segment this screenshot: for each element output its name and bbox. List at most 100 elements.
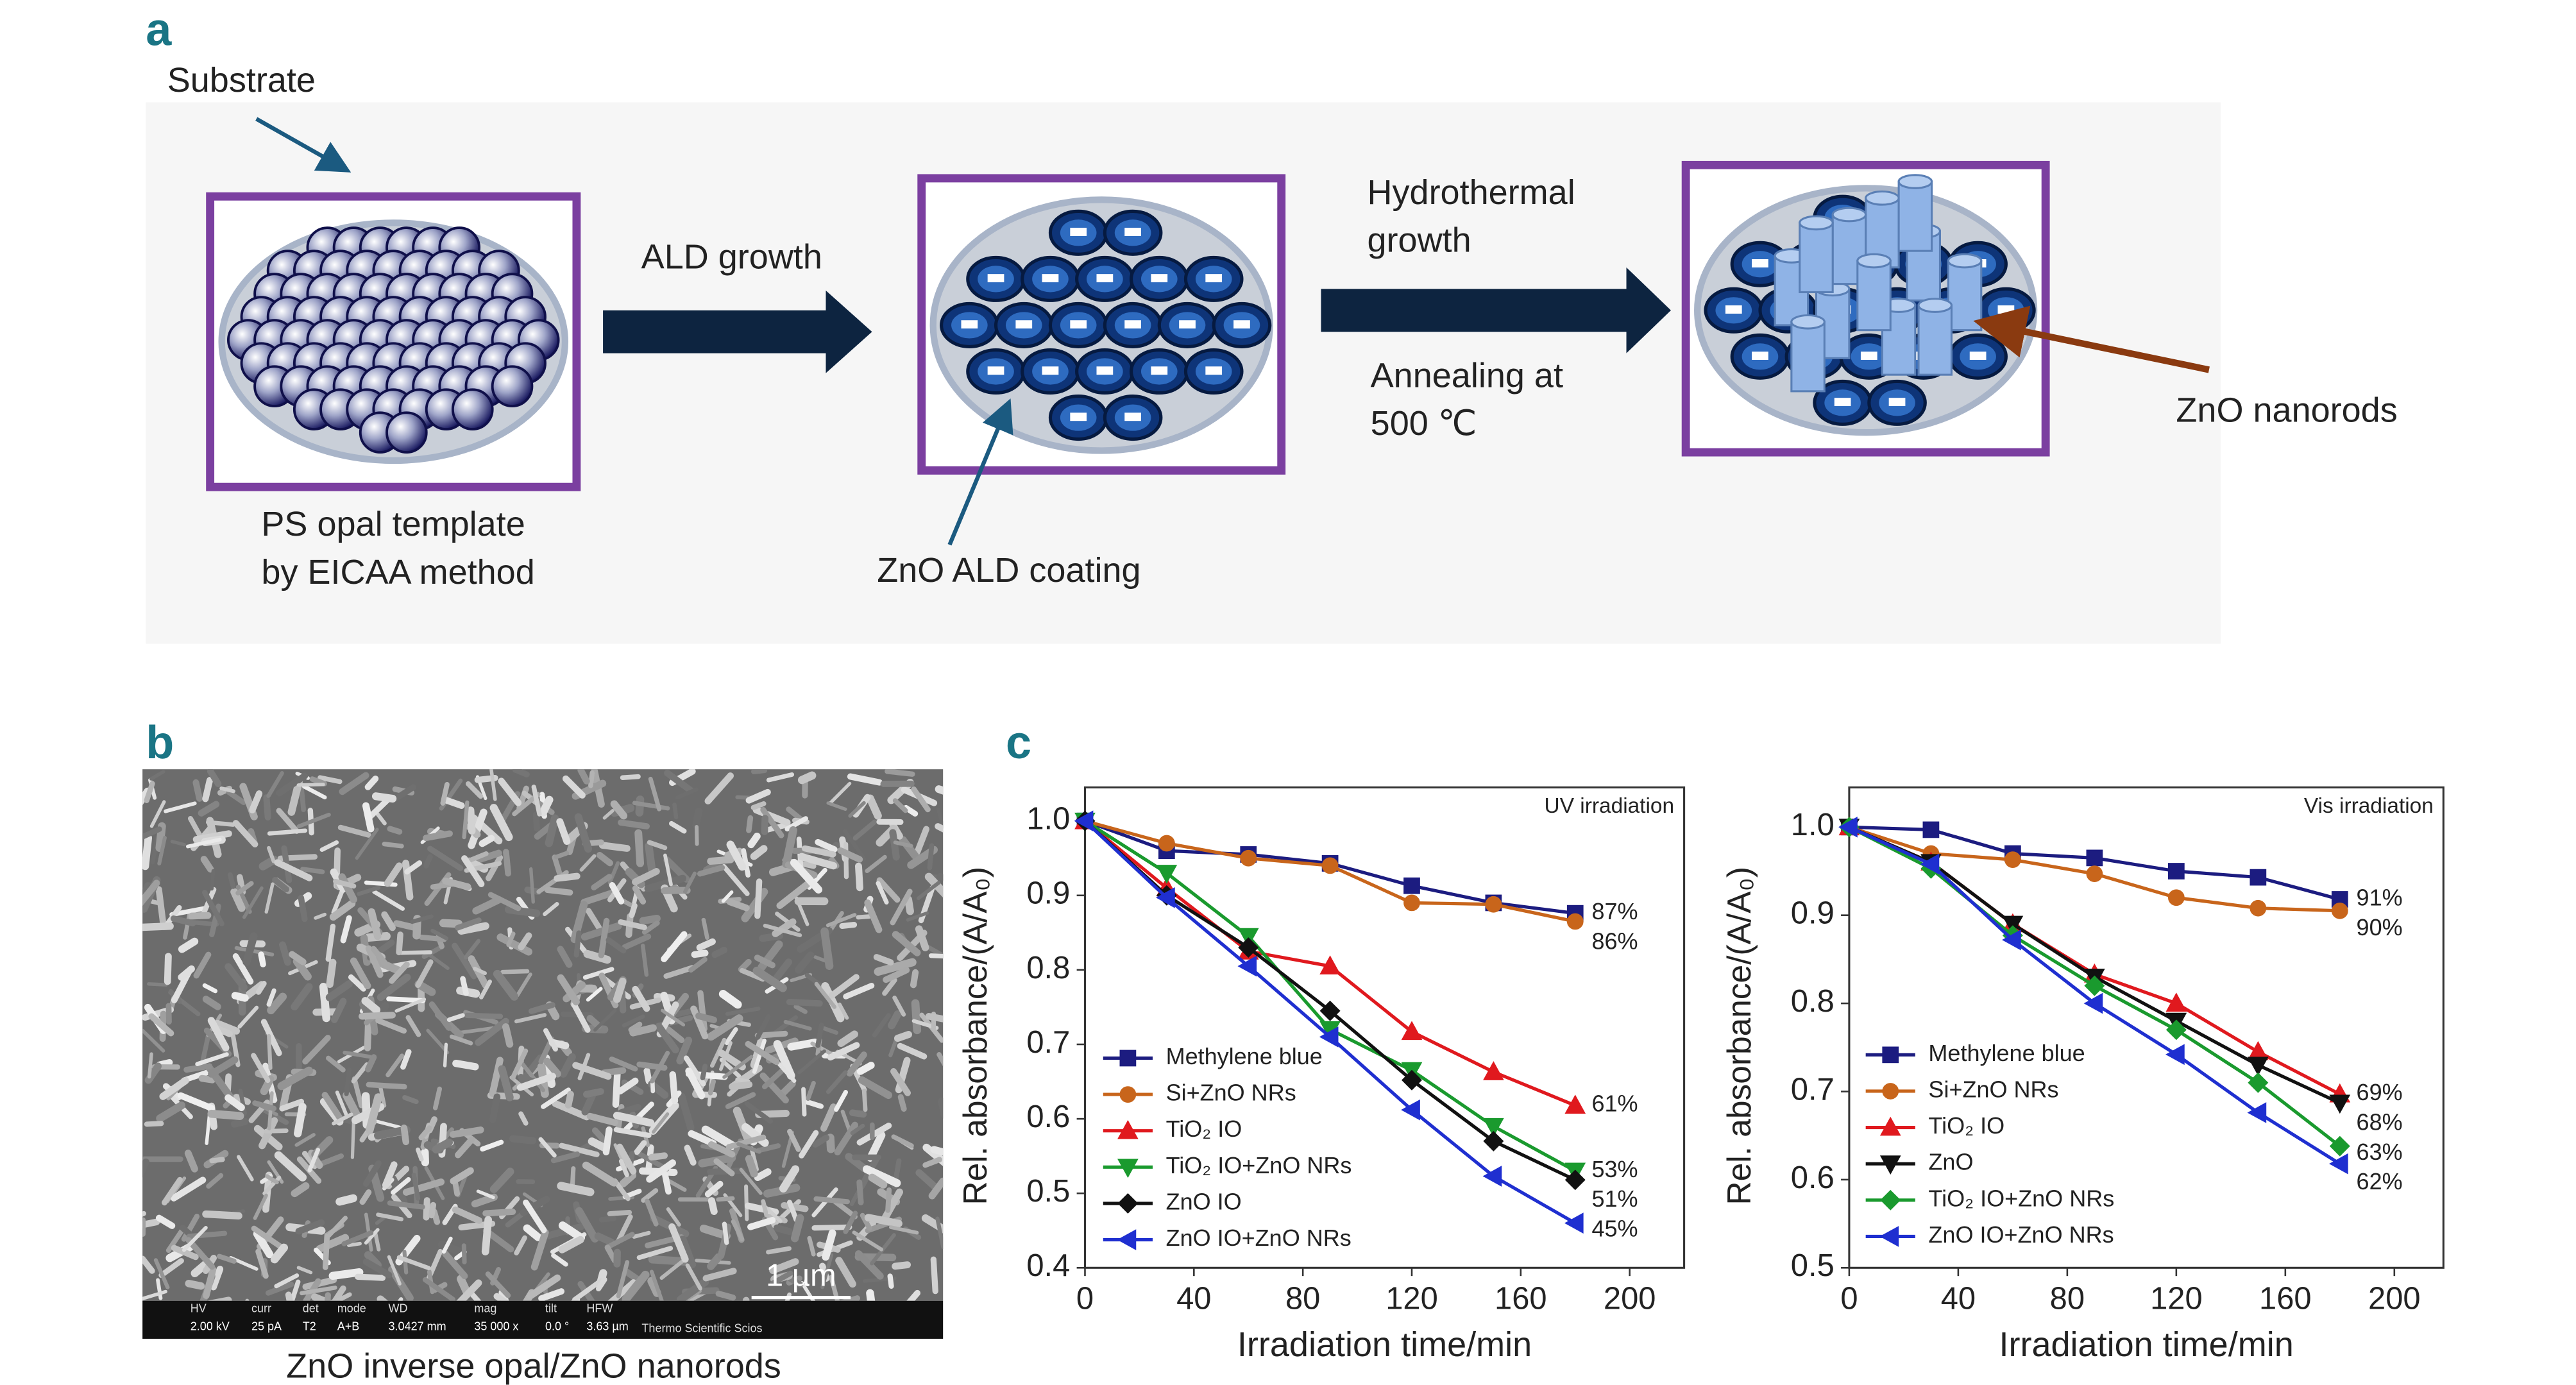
- sem-rod: [763, 923, 802, 937]
- sem-rod: [754, 1168, 772, 1182]
- sem-rod: [193, 951, 212, 979]
- sem-rod: [591, 1127, 609, 1146]
- panel-label: a: [146, 4, 172, 55]
- end-label: 90%: [2357, 914, 2403, 940]
- sem-rod: [185, 837, 222, 849]
- sem-rod: [292, 957, 312, 981]
- y-axis-label: Rel. absorbance/(A/A₀): [1720, 867, 1758, 1205]
- sem-rod: [210, 1266, 224, 1291]
- sem-rod: [325, 980, 353, 1001]
- sem-rod: [663, 965, 695, 979]
- sem-rod: [803, 1099, 824, 1109]
- sem-rod: [936, 807, 944, 829]
- sem-rod: [647, 1277, 661, 1297]
- sem-rod: [294, 1133, 316, 1147]
- sem-rod: [202, 1210, 242, 1220]
- sem-rod: [157, 835, 167, 866]
- sem-rod: [640, 943, 649, 977]
- void: [1888, 398, 1906, 407]
- sem-rod: [784, 816, 808, 832]
- marker: [1483, 1061, 1504, 1080]
- process-arrow: [1321, 267, 1672, 353]
- y-tick-label: 0.6: [1791, 1160, 1835, 1195]
- sem-rod: [400, 1049, 412, 1070]
- chart-note: Vis irradiation: [2304, 794, 2434, 818]
- sem-rod: [462, 800, 470, 840]
- sem-rod: [885, 1187, 892, 1213]
- nanorod: [1790, 321, 1826, 393]
- sem-rod: [574, 813, 593, 853]
- sem-rod: [422, 1277, 455, 1301]
- sem-rod: [335, 1194, 357, 1206]
- sem-rod: [897, 1094, 907, 1112]
- sem-rod: [838, 1295, 861, 1301]
- sem-rod: [156, 1278, 163, 1300]
- sem-rod: [232, 953, 254, 985]
- void: [1096, 366, 1114, 375]
- sem-rod: [701, 1125, 738, 1151]
- marker: [1240, 849, 1257, 867]
- sem-rod: [479, 979, 492, 999]
- marker: [1485, 896, 1502, 913]
- sem-rod: [725, 1092, 756, 1109]
- sem-rod: [543, 902, 559, 917]
- nanorod: [1897, 174, 1933, 189]
- sem-rod: [715, 1291, 736, 1301]
- sem-rod: [839, 921, 858, 930]
- sem-rod: [623, 1268, 641, 1283]
- label: ZnO nanorods: [2176, 391, 2397, 430]
- nanorod: [1799, 221, 1834, 294]
- sem-rod: [866, 1289, 876, 1301]
- sem-rod: [346, 1241, 362, 1248]
- sem-rod: [876, 877, 901, 903]
- marker: [1564, 1212, 1584, 1234]
- legend-label: TiO₂ IO+ZnO NRs: [1166, 1152, 1352, 1178]
- marker: [2250, 899, 2267, 917]
- sem-rod: [650, 1051, 670, 1083]
- marker: [2167, 889, 2185, 906]
- sem-rod: [418, 1125, 432, 1141]
- sem-rod: [266, 771, 284, 798]
- sem-rod: [400, 1124, 410, 1146]
- sem-rod: [684, 1144, 697, 1166]
- sem-rod: [267, 992, 287, 1015]
- marker: [2248, 1057, 2269, 1076]
- sem-rod: [759, 1072, 789, 1104]
- sem-rod: [906, 1289, 921, 1301]
- sem-rod: [586, 987, 603, 1002]
- sem-rod: [338, 873, 357, 903]
- sem-rod: [688, 956, 708, 973]
- sem-rod: [645, 842, 656, 876]
- sem-rod: [848, 801, 866, 818]
- sem-rod: [319, 982, 331, 1023]
- sem-rod: [704, 772, 734, 804]
- sem-rod: [418, 934, 447, 942]
- marker: [1321, 857, 1339, 874]
- void: [1124, 228, 1141, 236]
- sem-rod: [604, 1245, 618, 1264]
- sem-rod: [332, 1292, 352, 1301]
- sem-rod: [622, 933, 652, 951]
- sem-info-name: tilt: [545, 1302, 557, 1314]
- sem-rod: [398, 950, 433, 955]
- sem-rod: [276, 808, 300, 835]
- sem-rod: [428, 1001, 452, 1031]
- sem-rod: [460, 976, 469, 996]
- end-label: 53%: [1591, 1156, 1638, 1182]
- sem-rod: [632, 985, 650, 1012]
- sem-rod: [678, 1236, 697, 1269]
- sem-rod: [722, 1055, 754, 1079]
- sem-rod: [514, 1013, 547, 1024]
- sem-rod: [291, 1182, 310, 1198]
- sem-rod: [605, 1232, 635, 1250]
- sem-rod: [432, 1138, 453, 1154]
- sem-rod: [865, 854, 887, 874]
- plot-frame: [1083, 786, 1686, 1269]
- sem-rod: [935, 1216, 944, 1250]
- sem-rod: [214, 1019, 241, 1035]
- label: Hydrothermal: [1368, 173, 1575, 212]
- sem-rod: [544, 887, 573, 896]
- sem-rod: [402, 1178, 445, 1196]
- sem-rod: [368, 908, 382, 940]
- sem-rod: [255, 981, 267, 995]
